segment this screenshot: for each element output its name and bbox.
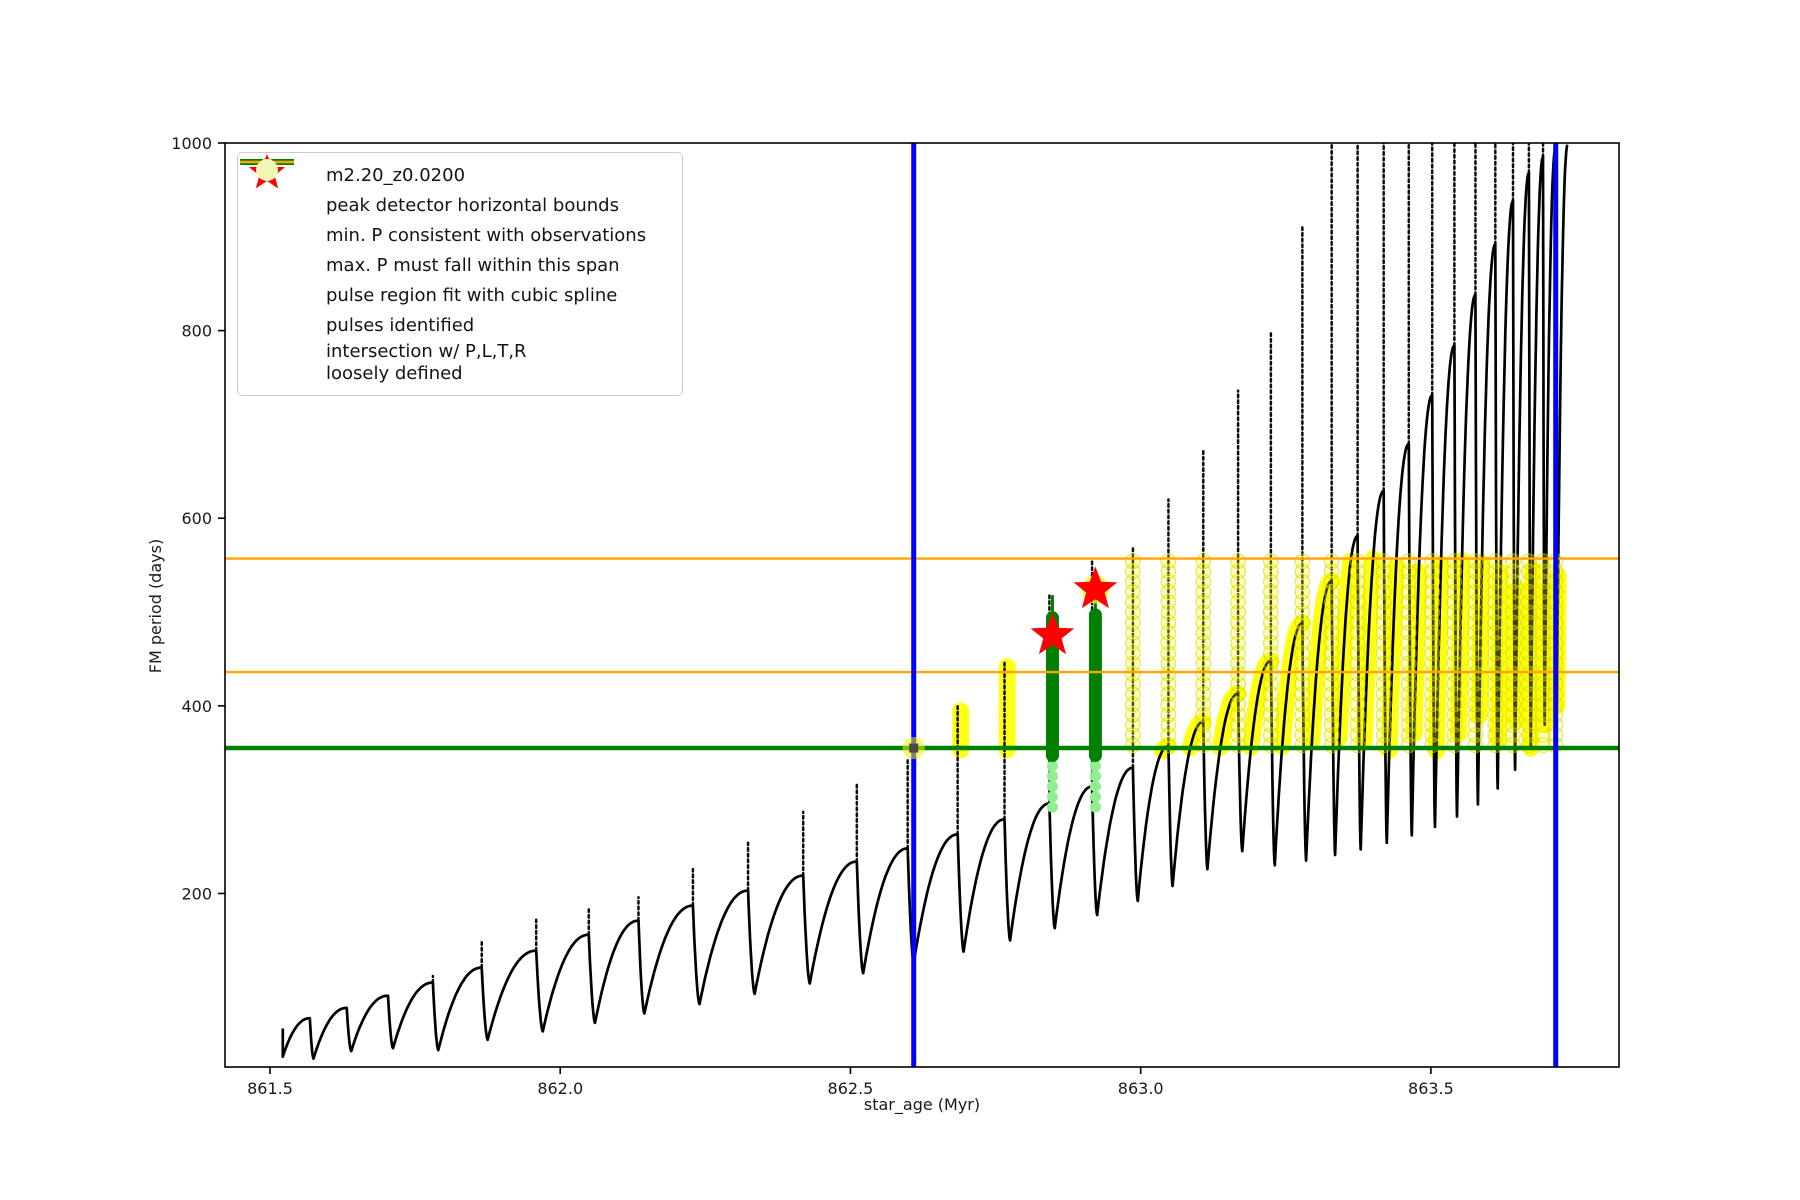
x-axis-label: star_age (Myr) bbox=[864, 1095, 980, 1115]
pulse-identified-star bbox=[1030, 612, 1075, 655]
pulse-identified-star bbox=[1073, 566, 1118, 609]
spline-fit-dot bbox=[1089, 791, 1101, 803]
intersection-dot bbox=[1262, 553, 1279, 570]
spline-fit-dot bbox=[1046, 760, 1058, 772]
intersection-dot bbox=[1467, 553, 1484, 570]
intersection-dot bbox=[1195, 553, 1212, 570]
legend-item-label: m2.20_z0.0200 bbox=[326, 165, 466, 187]
crossing-marker bbox=[909, 743, 919, 753]
intersection-dot bbox=[1349, 553, 1366, 570]
legend-item: pulse region fit with cubic spline bbox=[250, 157, 670, 311]
spline-fit-dot bbox=[1089, 801, 1101, 813]
spline-fit-dot bbox=[1046, 791, 1058, 803]
x-tick-label: 862.5 bbox=[828, 1079, 874, 1098]
legend-item: max. P must fall within this span bbox=[240, 160, 670, 281]
y-axis-label: FM period (days) bbox=[146, 539, 165, 673]
axes-box bbox=[224, 142, 1620, 1068]
intersection-dot bbox=[1375, 553, 1392, 570]
y-tick-label: 600 bbox=[181, 509, 212, 528]
spline-fit-dot bbox=[1089, 760, 1101, 772]
x-tick-label: 863.0 bbox=[1118, 1079, 1164, 1098]
legend-item: intersection w/ P,L,T,R loosely defined bbox=[250, 159, 670, 385]
series-curve bbox=[281, 143, 1569, 1060]
intersection-dot bbox=[1446, 553, 1463, 570]
spline-fit-dot bbox=[1089, 781, 1101, 793]
legend-item: peak detector horizontal bounds bbox=[240, 159, 670, 221]
intersection-dot bbox=[1294, 553, 1311, 570]
legend-item-label: max. P must fall within this span bbox=[326, 255, 620, 277]
intersection-dot bbox=[1400, 553, 1417, 570]
legend-item-label: intersection w/ P,L,T,R loosely defined bbox=[326, 341, 527, 384]
intersection-dot bbox=[1323, 553, 1340, 570]
intersection-dot bbox=[1160, 553, 1177, 570]
spline-fit-dot bbox=[1046, 801, 1058, 813]
legend-item: m2.20_z0.0200 bbox=[240, 159, 670, 191]
y-tick-label: 200 bbox=[181, 884, 212, 903]
spline-fit-dot bbox=[1089, 770, 1101, 782]
legend-item-label: peak detector horizontal bounds bbox=[326, 195, 619, 217]
intersection-dot bbox=[1520, 553, 1537, 570]
spline-fit-dot bbox=[1046, 781, 1058, 793]
spline-fit-dot bbox=[1046, 770, 1058, 782]
legend-item-label: pulses identified bbox=[326, 315, 475, 337]
intersection-dot bbox=[1124, 553, 1141, 570]
legend-item: min. P consistent with observations bbox=[240, 159, 670, 251]
y-tick-label: 800 bbox=[181, 322, 212, 341]
y-tick-label: 1000 bbox=[171, 134, 212, 153]
axis-ticks: 861.5 862.0 862.5 863.0 863.5 200 400 600 800 100… bbox=[171, 134, 1454, 1098]
intersection-dot bbox=[1487, 553, 1504, 570]
legend-item-label: pulse region fit with cubic spline bbox=[326, 285, 618, 307]
x-tick-label: 863.5 bbox=[1408, 1079, 1454, 1098]
legend-item: pulses identified bbox=[248, 154, 670, 341]
intersection-dot bbox=[1505, 553, 1521, 570]
x-tick-label: 862.0 bbox=[537, 1079, 583, 1098]
series-line bbox=[281, 144, 1569, 1060]
y-tick-label: 400 bbox=[181, 697, 212, 716]
plot-markers bbox=[225, 143, 1619, 1067]
legend-item-label: min. P consistent with observations bbox=[326, 225, 647, 247]
intersection-dot bbox=[1424, 553, 1441, 570]
intersection-dot bbox=[1230, 553, 1247, 570]
x-tick-label: 861.5 bbox=[247, 1079, 293, 1098]
